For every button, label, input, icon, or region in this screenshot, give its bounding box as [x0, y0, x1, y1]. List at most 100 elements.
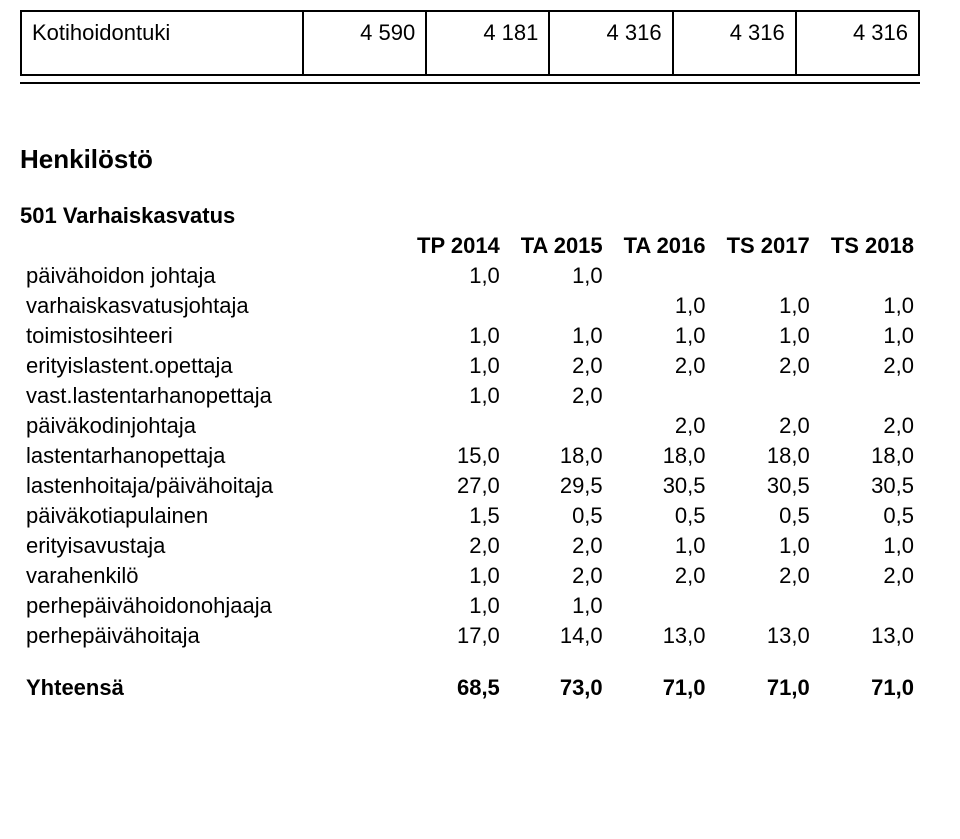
staff-header-empty — [20, 231, 402, 261]
staff-row-label: lastenhoitaja/päivähoitaja — [20, 471, 402, 501]
staff-cell: 1,0 — [816, 531, 920, 561]
staff-cell: 13,0 — [816, 621, 920, 651]
staff-cell: 2,0 — [609, 411, 712, 441]
staff-header: TP 2014 — [402, 231, 506, 261]
staff-row-label: erityisavustaja — [20, 531, 402, 561]
top-summary-cell: 4 316 — [549, 11, 672, 75]
staff-total-cell: 71,0 — [712, 651, 816, 703]
staff-row-label: perhepäivähoidonohjaaja — [20, 591, 402, 621]
staff-cell — [712, 381, 816, 411]
staff-cell: 1,0 — [506, 261, 609, 291]
staff-cell: 2,0 — [609, 561, 712, 591]
staff-cell: 2,0 — [712, 351, 816, 381]
staff-cell — [816, 591, 920, 621]
staff-cell — [816, 381, 920, 411]
top-summary-label: Kotihoidontuki — [21, 11, 303, 75]
staff-cell: 1,0 — [816, 321, 920, 351]
staff-cell: 18,0 — [712, 441, 816, 471]
staff-cell: 30,5 — [712, 471, 816, 501]
section-title-henkilosto: Henkilöstö — [20, 144, 920, 175]
staff-row-label: päiväkodinjohtaja — [20, 411, 402, 441]
staff-cell — [402, 411, 506, 441]
staff-row-label: varahenkilö — [20, 561, 402, 591]
staff-row: lastentarhanopettaja15,018,018,018,018,0 — [20, 441, 920, 471]
staff-total-cell: 68,5 — [402, 651, 506, 703]
staff-total-cell: 73,0 — [506, 651, 609, 703]
staff-cell — [609, 261, 712, 291]
staff-cell — [712, 261, 816, 291]
staff-cell: 2,0 — [506, 351, 609, 381]
staff-row-label: toimistosihteeri — [20, 321, 402, 351]
staff-cell: 1,0 — [712, 321, 816, 351]
staff-cell: 1,0 — [712, 291, 816, 321]
staff-row: varahenkilö1,02,02,02,02,0 — [20, 561, 920, 591]
staff-row-label: varhaiskasvatusjohtaja — [20, 291, 402, 321]
staff-cell — [609, 591, 712, 621]
top-summary-cell: 4 590 — [303, 11, 426, 75]
staff-cell: 18,0 — [506, 441, 609, 471]
top-summary-cell: 4 316 — [796, 11, 919, 75]
staff-cell: 2,0 — [816, 561, 920, 591]
staff-cell: 0,5 — [712, 501, 816, 531]
staff-cell: 1,0 — [816, 291, 920, 321]
staff-header-row: TP 2014 TA 2015 TA 2016 TS 2017 TS 2018 — [20, 231, 920, 261]
staff-cell: 1,0 — [712, 531, 816, 561]
staff-row-label: päivähoidon johtaja — [20, 261, 402, 291]
staff-cell: 18,0 — [816, 441, 920, 471]
staff-header: TA 2016 — [609, 231, 712, 261]
staff-row-label: päiväkotiapulainen — [20, 501, 402, 531]
staff-cell: 2,0 — [402, 531, 506, 561]
staff-row-label: perhepäivähoitaja — [20, 621, 402, 651]
staff-cell — [506, 291, 609, 321]
staff-row: päivähoidon johtaja1,01,0 — [20, 261, 920, 291]
staff-cell: 0,5 — [816, 501, 920, 531]
staff-cell: 1,0 — [506, 591, 609, 621]
top-summary-bottom-rule — [20, 82, 920, 84]
staff-header: TS 2018 — [816, 231, 920, 261]
staff-row: perhepäivähoidonohjaaja1,01,0 — [20, 591, 920, 621]
staff-cell: 2,0 — [712, 561, 816, 591]
staff-cell: 17,0 — [402, 621, 506, 651]
staff-header: TS 2017 — [712, 231, 816, 261]
staff-row-label: erityislastent.opettaja — [20, 351, 402, 381]
staff-cell: 2,0 — [506, 531, 609, 561]
staff-total-label: Yhteensä — [20, 651, 402, 703]
staff-cell: 1,5 — [402, 501, 506, 531]
staff-cell: 1,0 — [402, 381, 506, 411]
subsection-title: 501 Varhaiskasvatus — [20, 203, 920, 229]
staff-cell — [609, 381, 712, 411]
staff-cell: 14,0 — [506, 621, 609, 651]
staff-row-label: vast.lastentarhanopettaja — [20, 381, 402, 411]
staff-cell — [816, 261, 920, 291]
staff-cell: 1,0 — [506, 321, 609, 351]
staff-row: vast.lastentarhanopettaja1,02,0 — [20, 381, 920, 411]
staff-row: varhaiskasvatusjohtaja1,01,01,0 — [20, 291, 920, 321]
staff-row-label: lastentarhanopettaja — [20, 441, 402, 471]
staff-total-cell: 71,0 — [816, 651, 920, 703]
top-summary-table: Kotihoidontuki 4 590 4 181 4 316 4 316 4… — [20, 10, 920, 76]
staff-cell: 1,0 — [402, 321, 506, 351]
staff-cell: 13,0 — [609, 621, 712, 651]
top-summary-cell: 4 316 — [673, 11, 796, 75]
staff-cell: 1,0 — [609, 531, 712, 561]
staff-row: erityislastent.opettaja1,02,02,02,02,0 — [20, 351, 920, 381]
top-summary-cell: 4 181 — [426, 11, 549, 75]
staff-cell: 1,0 — [402, 351, 506, 381]
staff-cell: 0,5 — [506, 501, 609, 531]
staff-cell: 0,5 — [609, 501, 712, 531]
staff-cell — [402, 291, 506, 321]
staff-cell: 27,0 — [402, 471, 506, 501]
staff-row: päiväkodinjohtaja2,02,02,0 — [20, 411, 920, 441]
staff-cell: 2,0 — [712, 411, 816, 441]
staff-row: päiväkotiapulainen1,50,50,50,50,5 — [20, 501, 920, 531]
staff-cell: 1,0 — [402, 261, 506, 291]
staff-cell: 30,5 — [816, 471, 920, 501]
staff-table: TP 2014 TA 2015 TA 2016 TS 2017 TS 2018 … — [20, 231, 920, 703]
staff-cell: 2,0 — [506, 561, 609, 591]
staff-cell: 1,0 — [402, 591, 506, 621]
staff-cell: 1,0 — [609, 291, 712, 321]
staff-row: perhepäivähoitaja17,014,013,013,013,0 — [20, 621, 920, 651]
staff-cell — [506, 411, 609, 441]
staff-row: erityisavustaja2,02,01,01,01,0 — [20, 531, 920, 561]
staff-cell: 2,0 — [816, 411, 920, 441]
